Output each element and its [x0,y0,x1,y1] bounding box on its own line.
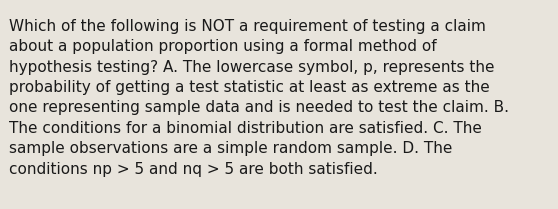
Text: Which of the following is NOT a requirement of testing a claim
about a populatio: Which of the following is NOT a requirem… [9,19,509,177]
